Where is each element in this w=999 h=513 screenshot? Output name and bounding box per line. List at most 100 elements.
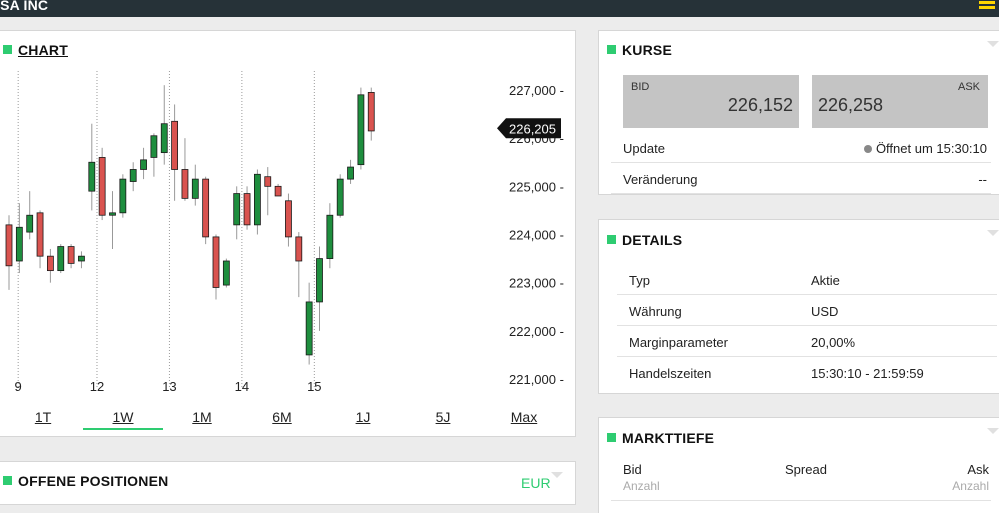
candle-up bbox=[347, 166, 354, 180]
candle-up bbox=[119, 178, 127, 214]
instrument-title: ISA INC bbox=[0, 0, 49, 13]
chart-panel-title[interactable]: CHART bbox=[3, 42, 68, 58]
candle-up bbox=[15, 226, 23, 262]
candle-down bbox=[47, 255, 54, 272]
col-bid: Bid bbox=[623, 462, 642, 477]
candle-up bbox=[109, 212, 116, 216]
currency-selector[interactable]: EUR bbox=[521, 475, 551, 491]
y-tick-label: 223,000 - bbox=[509, 276, 564, 291]
top-bar: ISA INC bbox=[0, 0, 999, 17]
bid-label: BID bbox=[631, 81, 650, 93]
green-square-icon bbox=[607, 235, 616, 244]
markttiefe-panel-title[interactable]: MARKTTIEFE bbox=[607, 430, 714, 446]
candle-up bbox=[150, 135, 158, 158]
candle-up bbox=[336, 178, 344, 216]
active-timeframe-underline bbox=[83, 428, 163, 430]
timeframe-1j[interactable]: 1J bbox=[355, 409, 371, 425]
candle-down bbox=[295, 236, 303, 262]
candle-down bbox=[243, 193, 251, 226]
ask-label: ASK bbox=[957, 81, 980, 93]
x-tick-label: 14 bbox=[235, 379, 249, 394]
candle-up bbox=[253, 173, 261, 226]
candle-down bbox=[274, 185, 282, 197]
candle-down bbox=[202, 178, 210, 238]
y-tick-label: 224,000 - bbox=[509, 228, 564, 243]
candle-down bbox=[36, 212, 44, 257]
markttiefe-panel: MARKTTIEFE Bid Spread Ask Anzahl Anzahl bbox=[598, 417, 999, 513]
kurse-row-update: Update Öffnet um 15:30:10 bbox=[611, 133, 991, 163]
status-dot-icon bbox=[863, 145, 872, 153]
candle-down bbox=[212, 236, 220, 288]
candle-up bbox=[57, 246, 65, 272]
candle-up bbox=[78, 255, 85, 262]
ask-price-box[interactable]: ASK 226,258 bbox=[812, 75, 988, 128]
x-tick-label: 13 bbox=[162, 379, 176, 394]
candle-up bbox=[326, 214, 334, 259]
sub-ask: Anzahl bbox=[952, 479, 989, 493]
candle-down bbox=[67, 246, 75, 264]
chart-panel: 9 12 13 14 15 227,000 -226,000 -225,000 -224,… bbox=[0, 30, 576, 437]
timeframe-5j[interactable]: 5J bbox=[435, 409, 451, 425]
candle-up bbox=[160, 123, 168, 154]
candle-up bbox=[191, 178, 199, 199]
green-square-icon bbox=[3, 45, 12, 54]
details-panel: DETAILS Typ Aktie Währung USD Marginpara… bbox=[598, 219, 999, 394]
kurse-panel-title[interactable]: KURSE bbox=[607, 42, 672, 58]
timeframe-tabs: 1T 1W 1M 6M 1J 5J Max bbox=[0, 407, 577, 433]
details-row-handelszeiten: Handelszeiten 15:30:10 - 21:59:59 bbox=[629, 366, 924, 381]
timeframe-1t[interactable]: 1T bbox=[34, 409, 52, 425]
green-square-icon bbox=[3, 476, 12, 485]
bid-price-box[interactable]: BID 226,152 bbox=[623, 75, 799, 128]
col-ask: Ask bbox=[967, 462, 989, 477]
col-spread: Spread bbox=[785, 462, 827, 477]
candle-up bbox=[305, 301, 313, 356]
candle-down bbox=[98, 157, 106, 216]
current-price-label: 226,205 bbox=[509, 121, 556, 136]
candle-up bbox=[88, 161, 96, 192]
sub-bid: Anzahl bbox=[623, 479, 660, 493]
chevron-down-icon[interactable] bbox=[987, 428, 999, 434]
candle-up bbox=[357, 94, 365, 166]
divider bbox=[611, 500, 991, 501]
candle-up bbox=[140, 159, 147, 170]
candle-down bbox=[171, 120, 179, 170]
y-tick-label: 221,000 - bbox=[509, 372, 564, 387]
ask-value: 226,258 bbox=[818, 95, 884, 115]
timeframe-1m[interactable]: 1M bbox=[192, 409, 212, 425]
hamburger-menu-icon[interactable] bbox=[979, 1, 995, 13]
x-tick-label: 9 bbox=[15, 379, 22, 394]
timeframe-max[interactable]: Max bbox=[510, 409, 538, 425]
candle-up bbox=[222, 260, 230, 286]
chevron-down-icon[interactable] bbox=[987, 41, 999, 47]
green-square-icon bbox=[607, 45, 616, 54]
timeframe-1w[interactable]: 1W bbox=[112, 409, 134, 425]
y-tick-label: 225,000 - bbox=[509, 179, 564, 194]
green-square-icon bbox=[607, 433, 616, 442]
candle-up bbox=[316, 258, 323, 303]
chevron-down-icon[interactable] bbox=[987, 230, 999, 236]
candle-down bbox=[181, 169, 189, 199]
timeframe-6m[interactable]: 6M bbox=[272, 409, 292, 425]
y-tick-label: 222,000 - bbox=[509, 324, 564, 339]
kurse-panel: KURSE BID 226,152 ASK 226,258 Update Öff… bbox=[598, 30, 999, 195]
x-tick-label: 15 bbox=[307, 379, 321, 394]
positions-panel-title[interactable]: OFFENE POSITIONEN bbox=[3, 473, 168, 489]
current-price-tag bbox=[497, 118, 561, 139]
details-row-typ: Typ Aktie bbox=[617, 265, 997, 295]
candle-down bbox=[5, 224, 13, 267]
candle-up bbox=[26, 214, 34, 233]
bid-value: 226,152 bbox=[727, 95, 793, 115]
candle-up bbox=[129, 169, 137, 182]
details-row-marginparameter: Marginparameter 20,00% bbox=[617, 327, 997, 357]
x-tick-label: 12 bbox=[90, 379, 104, 394]
positions-panel: OFFENE POSITIONEN EUR bbox=[0, 461, 576, 505]
details-row-waehrung: Währung USD bbox=[617, 296, 997, 326]
candle-down bbox=[285, 200, 292, 238]
kurse-row-veraenderung: Veränderung -- bbox=[611, 164, 991, 194]
candle-up bbox=[233, 193, 241, 226]
y-tick-label: 227,000 - bbox=[509, 83, 564, 98]
candle-down bbox=[264, 176, 272, 187]
details-panel-title[interactable]: DETAILS bbox=[607, 232, 682, 248]
chevron-down-icon[interactable] bbox=[551, 472, 563, 478]
